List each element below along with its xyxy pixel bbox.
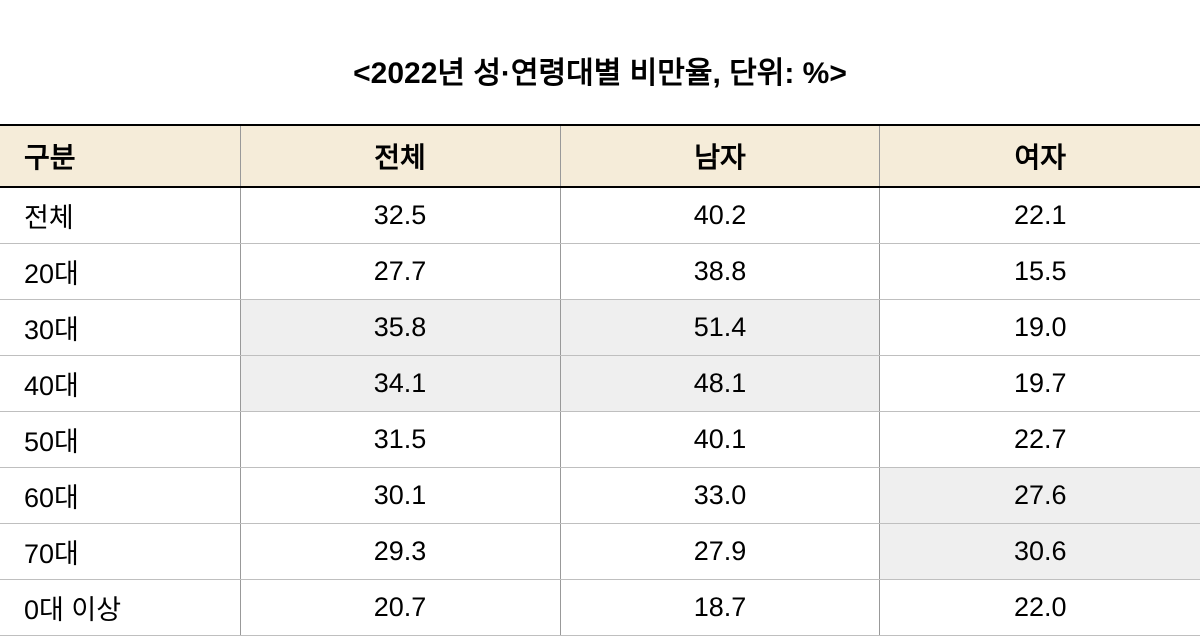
header-total: 전체	[240, 125, 560, 187]
row-value: 40.1	[560, 412, 880, 468]
row-label: 50대	[0, 412, 240, 468]
row-value: 34.1	[240, 356, 560, 412]
row-value: 51.4	[560, 300, 880, 356]
row-value: 30.6	[880, 524, 1200, 580]
table-row: 70대29.327.930.6	[0, 524, 1200, 580]
table-body: 전체32.540.222.120대27.738.815.530대35.851.4…	[0, 187, 1200, 636]
row-value: 48.1	[560, 356, 880, 412]
row-value: 22.0	[880, 580, 1200, 636]
header-male: 남자	[560, 125, 880, 187]
table-row: 20대27.738.815.5	[0, 244, 1200, 300]
row-value: 15.5	[880, 244, 1200, 300]
table-header-row: 구분 전체 남자 여자	[0, 125, 1200, 187]
row-value: 22.7	[880, 412, 1200, 468]
table-row: 40대34.148.119.7	[0, 356, 1200, 412]
header-female: 여자	[880, 125, 1200, 187]
row-value: 32.5	[240, 187, 560, 244]
row-value: 27.7	[240, 244, 560, 300]
row-value: 27.6	[880, 468, 1200, 524]
row-label: 30대	[0, 300, 240, 356]
table-row: 50대31.540.122.7	[0, 412, 1200, 468]
row-label: 70대	[0, 524, 240, 580]
row-value: 29.3	[240, 524, 560, 580]
table-row: 30대35.851.419.0	[0, 300, 1200, 356]
row-value: 19.0	[880, 300, 1200, 356]
obesity-rate-table: 구분 전체 남자 여자 전체32.540.222.120대27.738.815.…	[0, 124, 1200, 636]
row-label: 0대 이상	[0, 580, 240, 636]
row-value: 18.7	[560, 580, 880, 636]
row-value: 20.7	[240, 580, 560, 636]
row-label: 20대	[0, 244, 240, 300]
table-row: 전체32.540.222.1	[0, 187, 1200, 244]
table-title: <2022년 성·연령대별 비만율, 단위: %>	[0, 48, 1200, 92]
row-value: 22.1	[880, 187, 1200, 244]
header-category: 구분	[0, 125, 240, 187]
row-label: 40대	[0, 356, 240, 412]
row-value: 35.8	[240, 300, 560, 356]
row-value: 30.1	[240, 468, 560, 524]
row-value: 31.5	[240, 412, 560, 468]
row-value: 27.9	[560, 524, 880, 580]
row-value: 33.0	[560, 468, 880, 524]
row-value: 38.8	[560, 244, 880, 300]
table-row: 0대 이상20.718.722.0	[0, 580, 1200, 636]
row-label: 60대	[0, 468, 240, 524]
row-label: 전체	[0, 187, 240, 244]
table-row: 60대30.133.027.6	[0, 468, 1200, 524]
table-container: <2022년 성·연령대별 비만율, 단위: %> 구분 전체 남자 여자 전체…	[0, 0, 1200, 636]
row-value: 40.2	[560, 187, 880, 244]
row-value: 19.7	[880, 356, 1200, 412]
